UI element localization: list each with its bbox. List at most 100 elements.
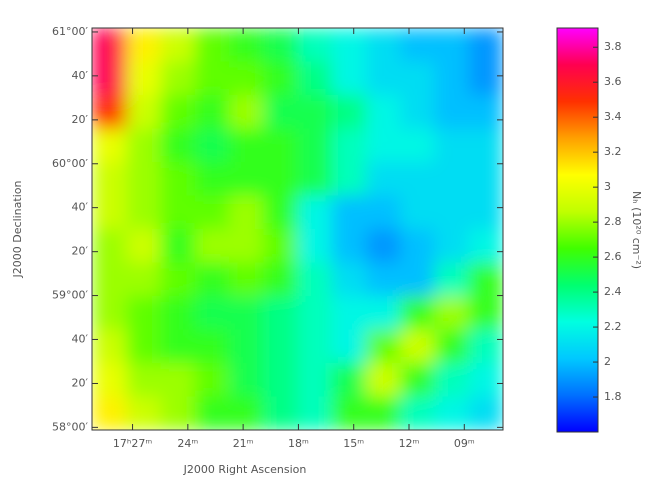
map-cell bbox=[229, 195, 264, 230]
colorbar-tick-label: 2 bbox=[604, 355, 611, 368]
map-cell bbox=[263, 128, 298, 163]
map-cell bbox=[434, 329, 470, 364]
map-cell bbox=[331, 262, 367, 297]
map-cell bbox=[400, 128, 435, 163]
colorbar-tick-label: 1.8 bbox=[604, 390, 622, 403]
map-cell bbox=[263, 162, 298, 196]
map-cell bbox=[400, 363, 435, 397]
map-cell bbox=[194, 162, 230, 196]
map-cell bbox=[366, 28, 401, 62]
map-cell bbox=[400, 95, 435, 129]
colorbar-tick-label: 2.6 bbox=[604, 250, 622, 263]
map-cell bbox=[468, 296, 503, 330]
map-cell bbox=[229, 396, 264, 430]
map-cell bbox=[366, 396, 401, 430]
map-cell bbox=[331, 195, 367, 230]
map-cell bbox=[229, 296, 264, 330]
map-cell bbox=[366, 61, 401, 96]
map-cell bbox=[229, 162, 264, 196]
map-cell bbox=[297, 296, 333, 330]
map-cell bbox=[366, 363, 401, 397]
map-cell bbox=[160, 296, 196, 330]
map-cell bbox=[297, 262, 333, 297]
map-cell bbox=[229, 95, 264, 129]
map-cell bbox=[366, 229, 401, 263]
map-cell bbox=[434, 296, 470, 330]
map-cell bbox=[434, 61, 470, 96]
map-cell bbox=[468, 195, 503, 230]
map-cell bbox=[92, 262, 127, 297]
map-cell bbox=[263, 229, 298, 263]
y-tick-label: 20′ bbox=[72, 376, 89, 389]
map-cell bbox=[229, 28, 264, 62]
map-cell bbox=[126, 229, 161, 263]
map-cell bbox=[263, 396, 298, 430]
x-tick-label: 21ᵐ bbox=[233, 437, 254, 450]
map-cell bbox=[92, 195, 127, 230]
map-cell bbox=[126, 329, 161, 364]
map-cell bbox=[366, 262, 401, 297]
map-cell bbox=[297, 61, 333, 96]
map-cell bbox=[160, 128, 196, 163]
map-cell bbox=[297, 128, 333, 163]
map-cell bbox=[194, 296, 230, 330]
map-cell bbox=[160, 195, 196, 230]
map-cell bbox=[126, 195, 161, 230]
colorbar-tick-label: 2.4 bbox=[604, 285, 622, 298]
map-cell bbox=[160, 95, 196, 129]
y-tick-label: 58°00′ bbox=[52, 420, 88, 433]
map-cell bbox=[160, 262, 196, 297]
map-cell bbox=[229, 262, 264, 297]
map-cell bbox=[366, 296, 401, 330]
colorbar-tick-label: 3.2 bbox=[604, 145, 622, 158]
map-cell bbox=[468, 162, 503, 196]
map-cell bbox=[400, 229, 435, 263]
map-cell bbox=[434, 128, 470, 163]
map-cell bbox=[297, 396, 333, 430]
map-cell bbox=[92, 162, 127, 196]
x-tick-label: 17ʰ27ᵐ bbox=[113, 437, 152, 450]
map-cell bbox=[160, 28, 196, 62]
map-cell bbox=[263, 95, 298, 129]
map-cell bbox=[400, 329, 435, 364]
y-tick-label: 61°00′ bbox=[52, 25, 88, 38]
y-tick-label: 59°00′ bbox=[52, 289, 88, 302]
map-cell bbox=[92, 363, 127, 397]
map-cell bbox=[126, 262, 161, 297]
map-cell bbox=[92, 95, 127, 129]
map-cell bbox=[92, 229, 127, 263]
map-cell bbox=[366, 128, 401, 163]
map-cell bbox=[468, 363, 503, 397]
y-tick-label: 40′ bbox=[72, 69, 89, 82]
map-cell bbox=[400, 28, 435, 62]
y-tick-label: 20′ bbox=[72, 113, 89, 126]
map-cell bbox=[331, 396, 367, 430]
map-cell bbox=[92, 329, 127, 364]
map-cell bbox=[468, 61, 503, 96]
map-cell bbox=[400, 61, 435, 96]
map-cell bbox=[468, 95, 503, 129]
map-cell bbox=[297, 363, 333, 397]
map-cell bbox=[434, 396, 470, 430]
map-cell bbox=[229, 329, 264, 364]
map-cell bbox=[331, 28, 367, 62]
map-cell bbox=[263, 61, 298, 96]
map-cell bbox=[400, 396, 435, 430]
map-cell bbox=[434, 162, 470, 196]
map-cell bbox=[331, 363, 367, 397]
x-axis-label: J2000 Right Ascension bbox=[183, 463, 307, 476]
map-cell bbox=[194, 329, 230, 364]
map-cell bbox=[400, 262, 435, 297]
map-clip bbox=[92, 28, 503, 430]
map-cell bbox=[126, 363, 161, 397]
map-cell bbox=[468, 229, 503, 263]
map-cell bbox=[229, 363, 264, 397]
x-tick-label: 12ᵐ bbox=[399, 437, 420, 450]
map-cell bbox=[263, 262, 298, 297]
map-cell bbox=[331, 229, 367, 263]
map-cell bbox=[366, 195, 401, 230]
map-cell bbox=[194, 28, 230, 62]
map-cell bbox=[194, 195, 230, 230]
y-tick-label: 20′ bbox=[72, 245, 89, 258]
map-cell bbox=[194, 128, 230, 163]
